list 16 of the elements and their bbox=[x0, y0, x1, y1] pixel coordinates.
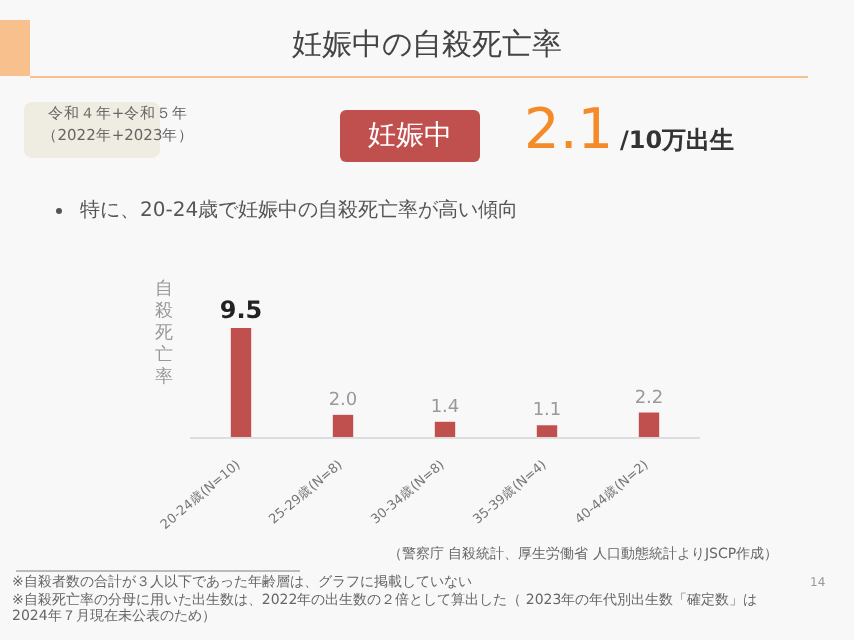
bar bbox=[332, 414, 354, 438]
text: 2.1 bbox=[524, 96, 614, 162]
data-label: 1.4 bbox=[430, 397, 460, 418]
data-label: 9.5 bbox=[219, 296, 263, 324]
data-label: 2.2 bbox=[634, 388, 664, 409]
text: 妊娠中 bbox=[340, 110, 480, 162]
bar bbox=[434, 421, 456, 438]
chart-title: 妊娠中の自殺死亡率 bbox=[290, 26, 564, 64]
data-label: 1.1 bbox=[532, 401, 562, 422]
bar bbox=[230, 328, 252, 438]
y-axis-title: 自殺死亡率 bbox=[153, 280, 175, 390]
data-label: 2.0 bbox=[328, 390, 358, 411]
bar bbox=[536, 425, 558, 438]
text: /10万出生 bbox=[620, 124, 735, 158]
text: 特に、20-24歳で妊娠中の自殺死亡率が高い傾向 bbox=[80, 197, 519, 224]
bar bbox=[638, 412, 660, 438]
